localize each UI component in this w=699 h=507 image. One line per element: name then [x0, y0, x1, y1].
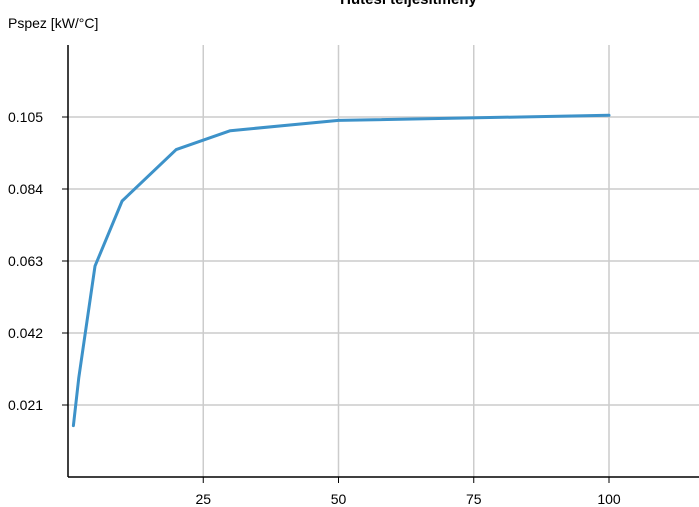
y-tick-label: 0.084 — [8, 181, 43, 197]
y-tick-label: 0.105 — [8, 109, 43, 125]
y-axis-label: Pspez [kW/°C] — [8, 15, 99, 31]
series-group — [71, 113, 611, 428]
y-tick-label: 0.042 — [8, 325, 43, 341]
y-tick-label: 0.063 — [8, 253, 43, 269]
y-axis-ticks: 0.021 0.042 0.063 0.084 0.105 — [8, 109, 68, 413]
x-tick-label: 75 — [466, 491, 482, 507]
grid-lines — [68, 45, 699, 477]
series-line — [71, 113, 611, 428]
chart-title: Hűtési teljesítmény — [0, 0, 699, 8]
x-tick-label: 100 — [597, 491, 621, 507]
x-tick-label: 25 — [195, 491, 211, 507]
x-tick-label: 50 — [331, 491, 347, 507]
y-tick-label: 0.021 — [8, 397, 43, 413]
x-axis-ticks: 25 50 75 100 — [195, 477, 621, 507]
